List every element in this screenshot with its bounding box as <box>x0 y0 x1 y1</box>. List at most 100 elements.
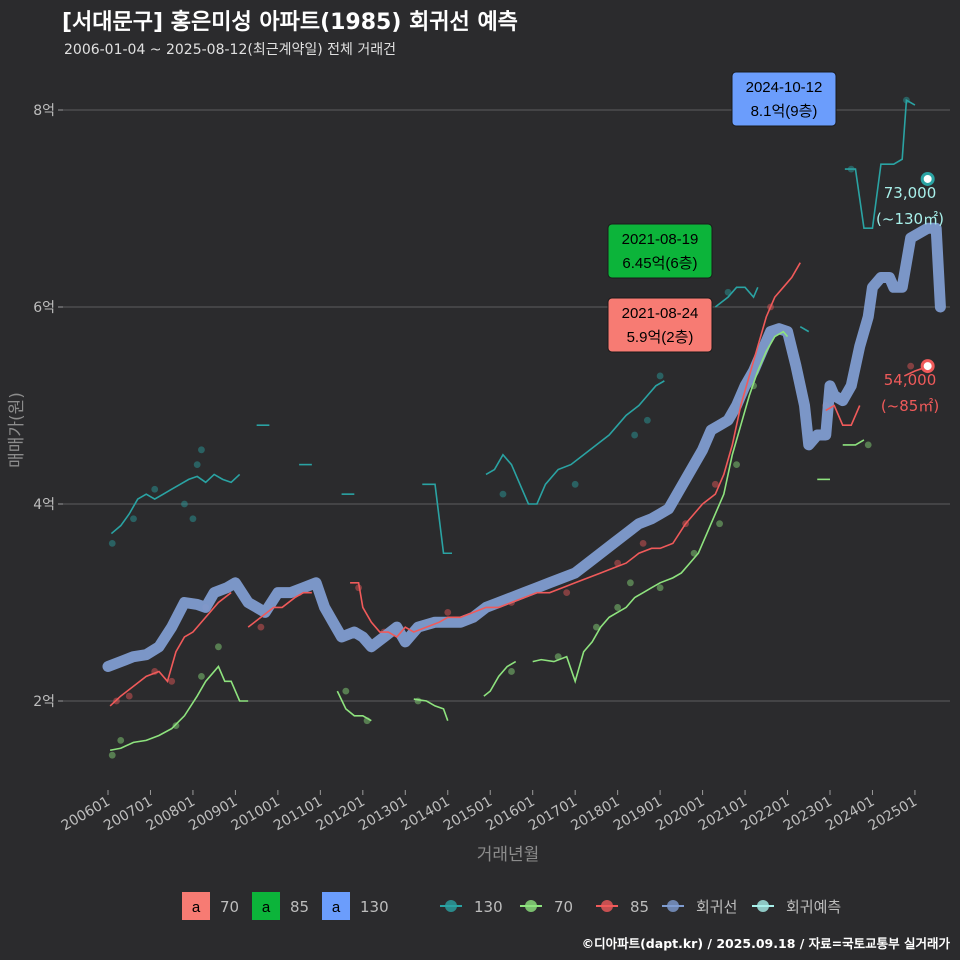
series-line-130 <box>485 380 665 505</box>
series-line-70 <box>842 439 865 446</box>
chart-title: [서대문구] 홍은미성 아파트(1985) 회귀선 예측 <box>62 10 518 35</box>
forecast-value-label: 73,000 <box>884 184 937 202</box>
scatter-point-130 <box>643 416 651 424</box>
legend-line-label: 회귀선 <box>696 898 737 916</box>
series-line-70 <box>413 698 449 721</box>
legend-dot <box>667 900 679 912</box>
forecast-value-label: 54,000 <box>884 371 937 389</box>
legend-line-label: 130 <box>474 898 503 916</box>
annotation-date: 2024-10-12 <box>746 79 823 96</box>
scatter-point-70 <box>656 584 664 592</box>
series-line-70 <box>109 665 249 752</box>
legend-key-swatch <box>252 892 280 920</box>
annotation-value: 5.9억(2층) <box>627 329 694 346</box>
scatter-point-130 <box>571 480 579 488</box>
series-line-130 <box>714 286 759 308</box>
legend-line-label: 회귀예측 <box>786 898 841 916</box>
annotation-value: 6.45억(6층) <box>622 255 697 272</box>
scatter-point-70 <box>508 668 515 675</box>
scatter-point-130 <box>108 540 116 547</box>
scatter-point-70 <box>342 687 350 695</box>
annotation-date: 2021-08-24 <box>622 305 699 322</box>
scatter-point-130 <box>198 446 205 454</box>
scatter-point-70 <box>626 579 634 587</box>
legend-key-letter: a <box>332 899 341 916</box>
annotation-box <box>607 223 713 279</box>
legend-dot <box>757 900 769 912</box>
scatter-point-130 <box>193 461 201 468</box>
series-line-130 <box>799 326 810 333</box>
scatter-point-85 <box>125 692 133 700</box>
forecast-area-label: (~85㎡) <box>881 397 939 415</box>
legend-line-label: 70 <box>554 898 573 916</box>
forecast-area-label: (~130㎡) <box>876 210 944 228</box>
scatter-point-85 <box>614 559 622 567</box>
x-axis-title: 거래년월 <box>477 845 540 865</box>
regression-line <box>102 222 946 673</box>
scatter-point-70 <box>716 520 723 528</box>
legend-key-label: 130 <box>360 898 389 916</box>
legend-key-letter: a <box>262 899 271 916</box>
scatter-point-130 <box>631 431 639 439</box>
series-line-70 <box>532 330 789 684</box>
scatter-point-85 <box>711 480 719 488</box>
scatter-point-130 <box>724 288 732 296</box>
scatter-point-70 <box>593 623 600 631</box>
x-tick-label: 202501 <box>866 794 920 835</box>
scatter-point-130 <box>189 515 197 523</box>
series-line-130 <box>110 473 241 535</box>
scatter-point-70 <box>864 441 872 449</box>
annotation-box <box>607 297 713 353</box>
series-line-130 <box>422 483 453 555</box>
scatter-point-85 <box>639 540 647 547</box>
scatter-point-130 <box>499 490 507 498</box>
series-line-70 <box>336 690 372 722</box>
legend-line-label: 85 <box>630 898 649 916</box>
legend-dot <box>601 900 613 912</box>
scatter-point-70 <box>733 461 740 468</box>
annotation-date: 2021-08-19 <box>622 231 699 248</box>
scatter-point-70 <box>554 653 562 661</box>
scatter-point-70 <box>215 643 222 651</box>
scatter-point-85 <box>257 623 265 631</box>
legend-key-label: 85 <box>290 898 309 916</box>
scatter-point-130 <box>656 372 664 380</box>
series-line-85 <box>350 262 801 638</box>
forecast-marker-130 <box>920 171 935 186</box>
series-line-85 <box>109 592 232 707</box>
scatter-point-70 <box>108 751 116 759</box>
scatter-point-70 <box>117 737 125 744</box>
annotation-value: 8.1억(9층) <box>751 103 818 120</box>
series-line-85 <box>825 404 861 427</box>
series-line-85 <box>247 591 312 628</box>
legend-key-swatch <box>322 892 350 920</box>
scatter-point-85 <box>563 589 571 597</box>
scatter-point-70 <box>614 604 622 611</box>
source-caption: ©디아파트(dapt.kr) / 2025.09.18 / 자료=국토교통부 실… <box>581 936 950 951</box>
legend-key-letter: a <box>192 899 201 916</box>
legend-key-swatch <box>182 892 210 920</box>
y-tick-label: 4억 <box>33 497 55 513</box>
scatter-point-85 <box>168 677 176 685</box>
annotation-box <box>731 71 837 127</box>
scatter-point-70 <box>690 549 698 557</box>
series-line-70 <box>483 660 517 697</box>
legend-dot <box>525 900 537 912</box>
forecast-marker-85 <box>920 359 935 374</box>
legend-key-label: 70 <box>220 898 239 916</box>
scatter-point-130 <box>130 515 137 523</box>
scatter-point-130 <box>181 500 188 508</box>
y-axis-title: 매매가(원) <box>7 392 27 468</box>
legend-dot <box>445 900 457 912</box>
scatter-point-85 <box>907 362 915 370</box>
y-tick-label: 8억 <box>33 103 55 119</box>
scatter-point-130 <box>151 485 159 493</box>
y-tick-label: 2억 <box>33 694 55 710</box>
scatter-point-70 <box>172 722 180 730</box>
y-tick-label: 6억 <box>33 300 55 316</box>
chart-subtitle: 2006-01-04 ~ 2025-08-12(최근계약일) 전체 거래건 <box>64 42 396 58</box>
scatter-point-70 <box>198 672 205 680</box>
scatter-point-85 <box>444 608 452 616</box>
series-line-130 <box>844 98 916 229</box>
